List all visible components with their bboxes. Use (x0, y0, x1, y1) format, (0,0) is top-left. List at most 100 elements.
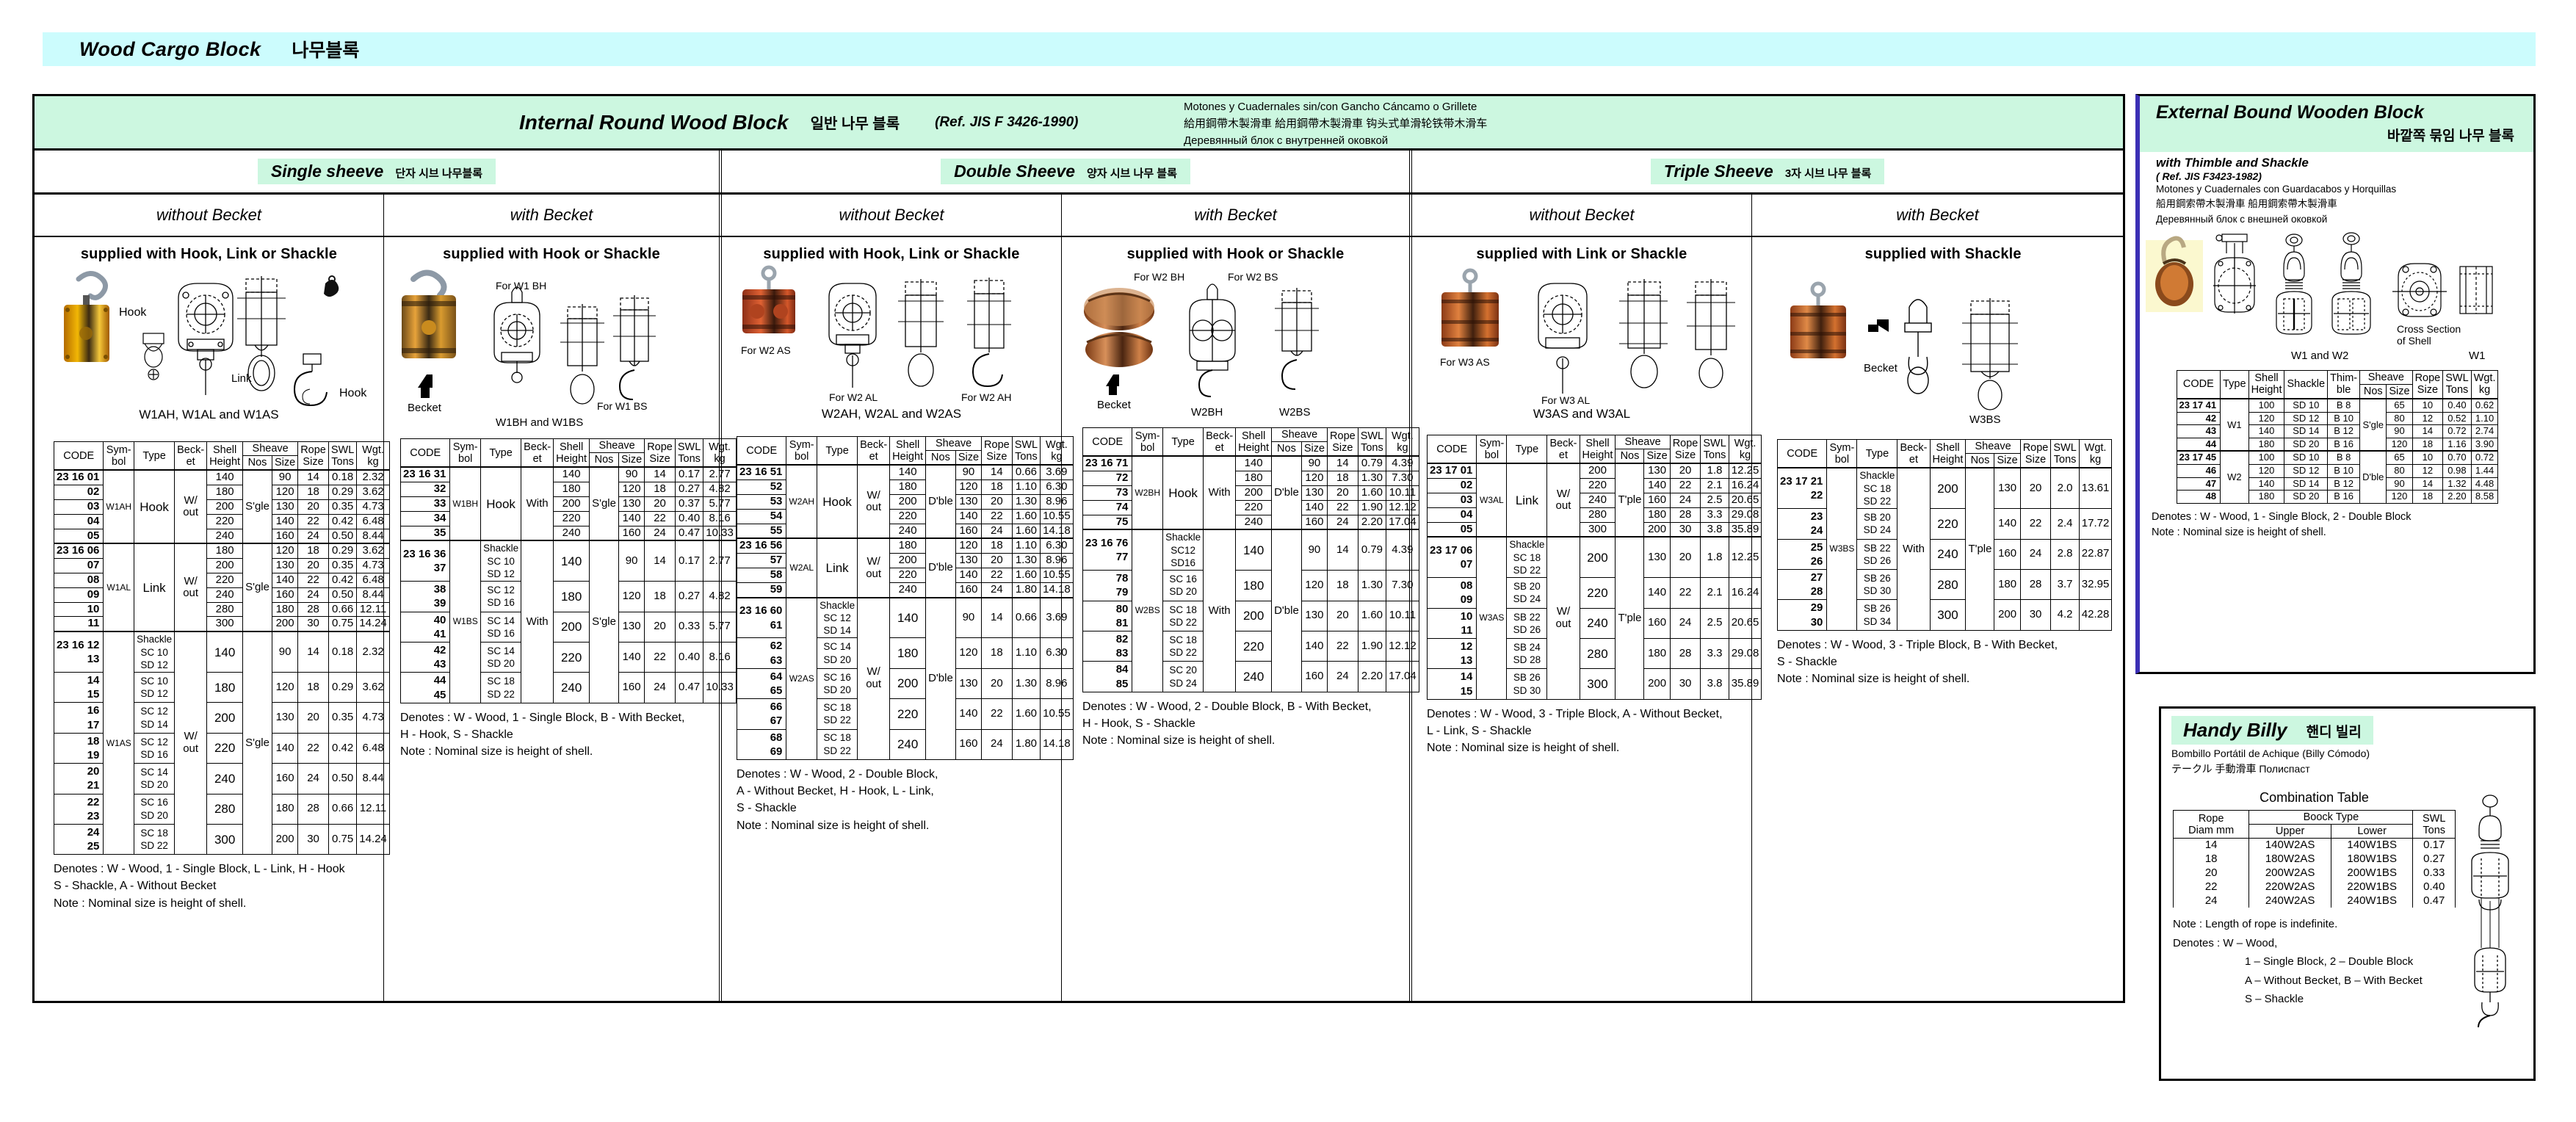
table-row: 08 09 SB 20 SD 24 220 140 22 2.1 16.24 (1426, 577, 1762, 609)
cell-code: 74 (1082, 499, 1133, 515)
spec-table-single-without: CODE Sym-bol Type Beck-et Shell Height Sheave R… (53, 441, 390, 855)
col-header: Nos (925, 450, 956, 466)
cell-shell-height: 240 (206, 763, 244, 795)
table-row: 02 220 140 22 2.1 16.24 (1426, 478, 1762, 494)
cell-shell-height: 280 (206, 793, 244, 825)
figure-svg-double-with: For W2 BH For W2 BS (1084, 271, 1319, 419)
cell-size: 160 (271, 763, 299, 795)
cell-symbol: W2BH (1132, 455, 1164, 530)
cell-becket: W/out (1546, 463, 1580, 538)
cell-rope: 20 (644, 496, 676, 512)
cell-swl: 0.70 (2442, 450, 2472, 465)
chip-triple: Triple Sheeve 3자 시브 나무 블록 (1650, 159, 1885, 184)
table-row: 04 280 180 28 3.3 29.08 (1426, 507, 1762, 523)
note-line-1: A - Without Becket, H - Hook, L - Link, (737, 785, 934, 798)
cell-size: 120 (618, 482, 645, 498)
cell-code: 52 (736, 479, 787, 496)
col-header: Type (2220, 369, 2249, 399)
cell-upper: 180W2AS (2248, 853, 2331, 867)
col-header: SWL Tons (2412, 809, 2456, 839)
cell-swl: 0.29 (328, 543, 358, 560)
cell-type: SC 12 SD 14 (134, 702, 176, 734)
cell-shell-height: 180 (1235, 570, 1273, 601)
cell-rope: 18 (297, 485, 329, 501)
cell-type: Shackle SC 10 SD 12 (134, 631, 176, 673)
cell-code: 11 (53, 616, 104, 632)
col-header: Sheave (1271, 427, 1328, 443)
cell-size: 140 (271, 732, 299, 764)
figure-label-for-w3as: For W3 AS (1440, 356, 1490, 368)
cell-rope: 24 (2019, 538, 2052, 571)
table-row: 23 16 60 61 W2AS Shackle SC 12 SD 14 W/out 140 D… (736, 596, 1074, 760)
figure-label-for-w1bs: For W1 BS (597, 400, 647, 412)
cell-rope: 28 (1669, 637, 1701, 670)
cell-swl: 2.8 (2050, 538, 2080, 571)
col-header: Rope Diam mm (2172, 809, 2250, 839)
table-row: 44 180 SD 20 B 16 120 18 1.16 3.90 (2176, 437, 2499, 452)
cell-code: 14 15 (53, 672, 104, 703)
note-line-1: L - Link, S - Shackle (1427, 724, 1532, 737)
group-single-sheeve: Single sheeve 단자 시브 나무블록 (35, 151, 719, 192)
cell-swl: 1.16 (2442, 437, 2472, 452)
cell-swl: 0.17 (2412, 838, 2456, 853)
table-row: 80 81 SC 18 SD 22 200 130 20 1.60 10.11 (1082, 600, 1419, 632)
cell-code: 23 16 60 61 (736, 596, 787, 639)
col-header: Beck-et (1546, 435, 1580, 464)
cell-code: 04 (1426, 507, 1477, 523)
cell-size: 130 (1643, 463, 1671, 479)
cell-rope: 24 (1669, 493, 1701, 508)
col-header: Shell Height (206, 441, 244, 471)
cell-code: 08 09 (1426, 577, 1477, 609)
cell-swl: 0.66 (1011, 464, 1041, 481)
cell-shell-height: 220 (206, 573, 244, 588)
cell-rope: 20 (297, 702, 329, 734)
cell-wgt: 14.18 (1040, 582, 1074, 598)
table-row: 03 200 130 20 0.35 4.73 (53, 499, 390, 515)
panel-single-without-becket: supplied with Hook, Link or Shackle (35, 237, 390, 1001)
cell-swl: 0.29 (328, 485, 358, 501)
figure-svg-triple-without: For W3 AS For W3 AL (1440, 268, 1735, 406)
col-header: Sheave (2359, 369, 2413, 385)
handy-billy-section: Handy Billy 핸디 빌리 Bombillo Portátil de A… (2159, 706, 2536, 1081)
cell-wgt: 3.69 (1040, 464, 1074, 481)
cell-size: 140 (1994, 508, 2021, 540)
cell-shell: 140 (2248, 477, 2285, 491)
cell-type: SC 14 SD 20 (480, 641, 522, 673)
cell-type: SC 18 SD 22 (817, 698, 858, 730)
cell-shell-height: 180 (206, 543, 244, 560)
table-row: 43 140 SD 14 B 12 90 14 0.72 2.74 (2176, 424, 2499, 438)
cell-code: 32 (399, 482, 451, 498)
cell-lower: 220W1BS (2330, 880, 2414, 894)
cell-size: 120 (955, 538, 983, 554)
cell-swl: 3.3 (1700, 637, 1729, 670)
group-triple-label-kr: 3자 시브 나무 블록 (1784, 167, 1872, 180)
cell-swl: 3.8 (1700, 521, 1729, 538)
cell-rope: 24 (297, 528, 329, 544)
col-header: Thim-ble (2327, 369, 2361, 399)
cell-size: 140 (955, 568, 983, 583)
cell-code: 58 (736, 568, 787, 583)
figure-label-for-w1bh: For W1 BH (496, 280, 546, 292)
cell-swl: 0.50 (328, 587, 358, 603)
cell-type: Hook (817, 464, 858, 539)
cell-shell-height: 200 (206, 702, 244, 734)
cell-code: 02 (1426, 478, 1477, 494)
col-header: Shell Height (1929, 439, 1967, 468)
cell-code: 23 17 21 22 (1776, 467, 1828, 510)
col-header: Wgt. kg (2470, 369, 2499, 399)
cell-size: 120 (2386, 490, 2413, 504)
col-header: Sym-bol (1132, 427, 1164, 457)
cell-swl: 0.40 (674, 510, 704, 526)
table-row: 05 240 160 24 0.50 8.44 (53, 528, 390, 544)
table-header-row: CODE Sym-bol Type Beck-et Shell Height Sheave R… (1426, 434, 1762, 464)
cell-size: 180 (1643, 507, 1671, 523)
cell-code: 23 16 56 (736, 538, 787, 554)
cell-shell-height: 300 (206, 823, 244, 855)
cell-code: 44 45 (399, 672, 451, 703)
cell-symbol: W1AH (103, 469, 135, 544)
cell-size: 130 (618, 611, 645, 643)
cell-size: 120 (2386, 437, 2413, 452)
cell-type: Link (817, 538, 858, 598)
cell-rope: 14 (2412, 424, 2444, 438)
